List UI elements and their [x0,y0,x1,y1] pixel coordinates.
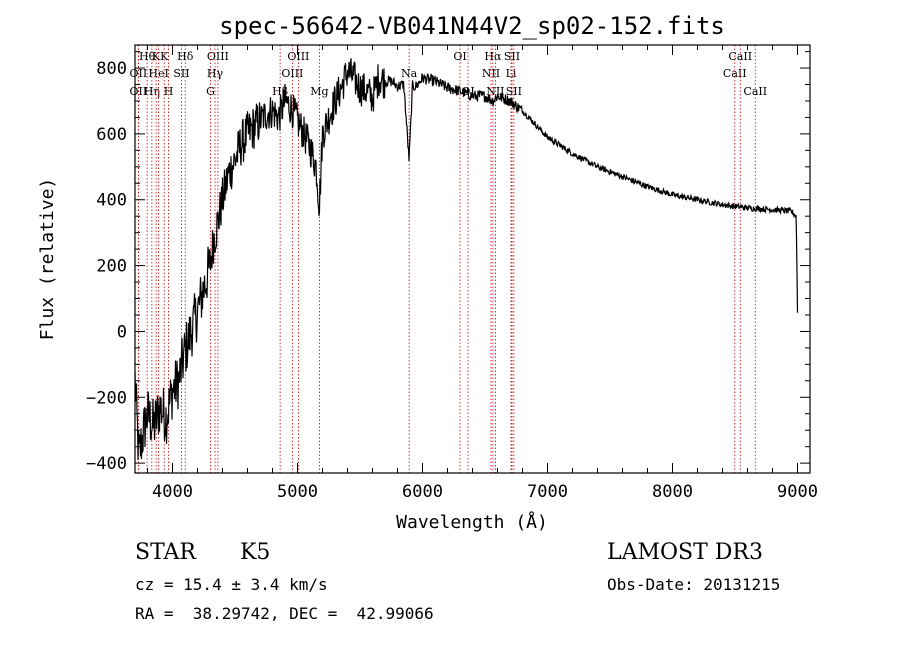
marker-label: CaII [728,50,752,63]
marker-label: CaII [723,67,747,80]
survey-name: LAMOST DR3 [607,540,763,565]
y-tick-label: 600 [96,125,127,145]
marker-label: Hγ [207,67,224,80]
observation-date: Obs-Date: 20131215 [607,575,781,594]
marker-label: OIII [287,50,309,63]
line-markers: OIIOIIHθHηKHeIKHSIIHδGHγOIIIHβOIIIOIIIMg… [130,45,767,473]
plot-frame [134,44,811,474]
marker-label: NII [482,67,500,80]
marker-label: K [160,50,169,63]
marker-label: OIII [207,50,229,63]
chart-title: spec-56642-VB041N44V2_sp02-152.fits [219,12,725,40]
marker-label: K [152,50,161,63]
x-tick-label: 5000 [277,482,318,502]
x-tick-label: 9000 [777,482,818,502]
y-axis-ticks: −400 −200 0 200 400 600 800 [86,51,810,474]
y-tick-label: 800 [96,59,127,79]
spectrum-series-line [134,58,799,460]
x-tick-label: 8000 [652,482,693,502]
marker-label: SII [506,85,522,98]
object-subclass: K5 [240,540,271,565]
y-axis-label: Flux (relative) [37,178,58,341]
marker-label: Hα [484,50,502,63]
y-tick-label: 200 [96,257,127,277]
x-axis-label: Wavelength (Å) [396,511,548,533]
marker-label: Mg [310,85,328,98]
x-tick-label: 6000 [402,482,443,502]
x-tick-label: 4000 [152,482,193,502]
y-tick-label: 0 [117,322,127,342]
x-axis-ticks: 4000 5000 6000 7000 8000 9000 [147,45,818,502]
marker-label: HeI [148,67,168,80]
marker-label: NII [486,85,504,98]
marker-label: H [164,85,174,98]
x-tick-label: 7000 [527,482,568,502]
marker-label: Na [401,67,418,80]
marker-label: SII [173,67,189,80]
marker-label: CaII [743,85,767,98]
marker-label: SII [504,50,520,63]
marker-label: G [206,85,215,98]
marker-label: OI [453,50,466,63]
ra-dec-coordinates: RA = 38.29742, DEC = 42.99066 [135,604,434,623]
object-class: STAR [135,540,196,565]
y-tick-label: 400 [96,191,127,211]
marker-label: Hη [144,85,160,98]
marker-label: Hθ [139,50,156,63]
y-tick-label: −400 [86,454,127,474]
y-tick-label: −200 [86,388,127,408]
marker-label: Li [506,67,517,80]
marker-label: OII [130,67,148,80]
marker-label: OIII [281,67,303,80]
marker-label: Hδ [177,50,194,63]
redshift-cz: cz = 15.4 ± 3.4 km/s [135,575,328,594]
